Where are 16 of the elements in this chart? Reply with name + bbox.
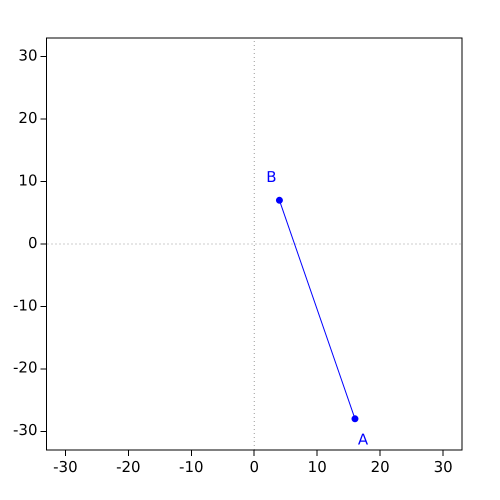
y-tick-label: -20 xyxy=(13,358,38,377)
x-tick-label: 0 xyxy=(249,458,260,476)
x-tick-label: -30 xyxy=(53,458,78,476)
annotation: B xyxy=(266,168,277,186)
y-tick-label: -10 xyxy=(13,296,38,314)
x-tick-label: -20 xyxy=(116,458,141,476)
x-tick-label: 30 xyxy=(434,458,453,476)
annotation: A xyxy=(358,430,369,449)
y-tick-label: 0 xyxy=(28,234,38,252)
x-tick-label: 10 xyxy=(308,458,327,476)
y-tick-label: 30 xyxy=(18,46,38,65)
x-tick-label: 20 xyxy=(370,458,390,476)
y-tick-label: -30 xyxy=(13,421,38,440)
y-tick-label: 10 xyxy=(18,171,38,190)
y-tick-label: 20 xyxy=(18,109,38,128)
x-tick-label: -10 xyxy=(179,458,204,476)
